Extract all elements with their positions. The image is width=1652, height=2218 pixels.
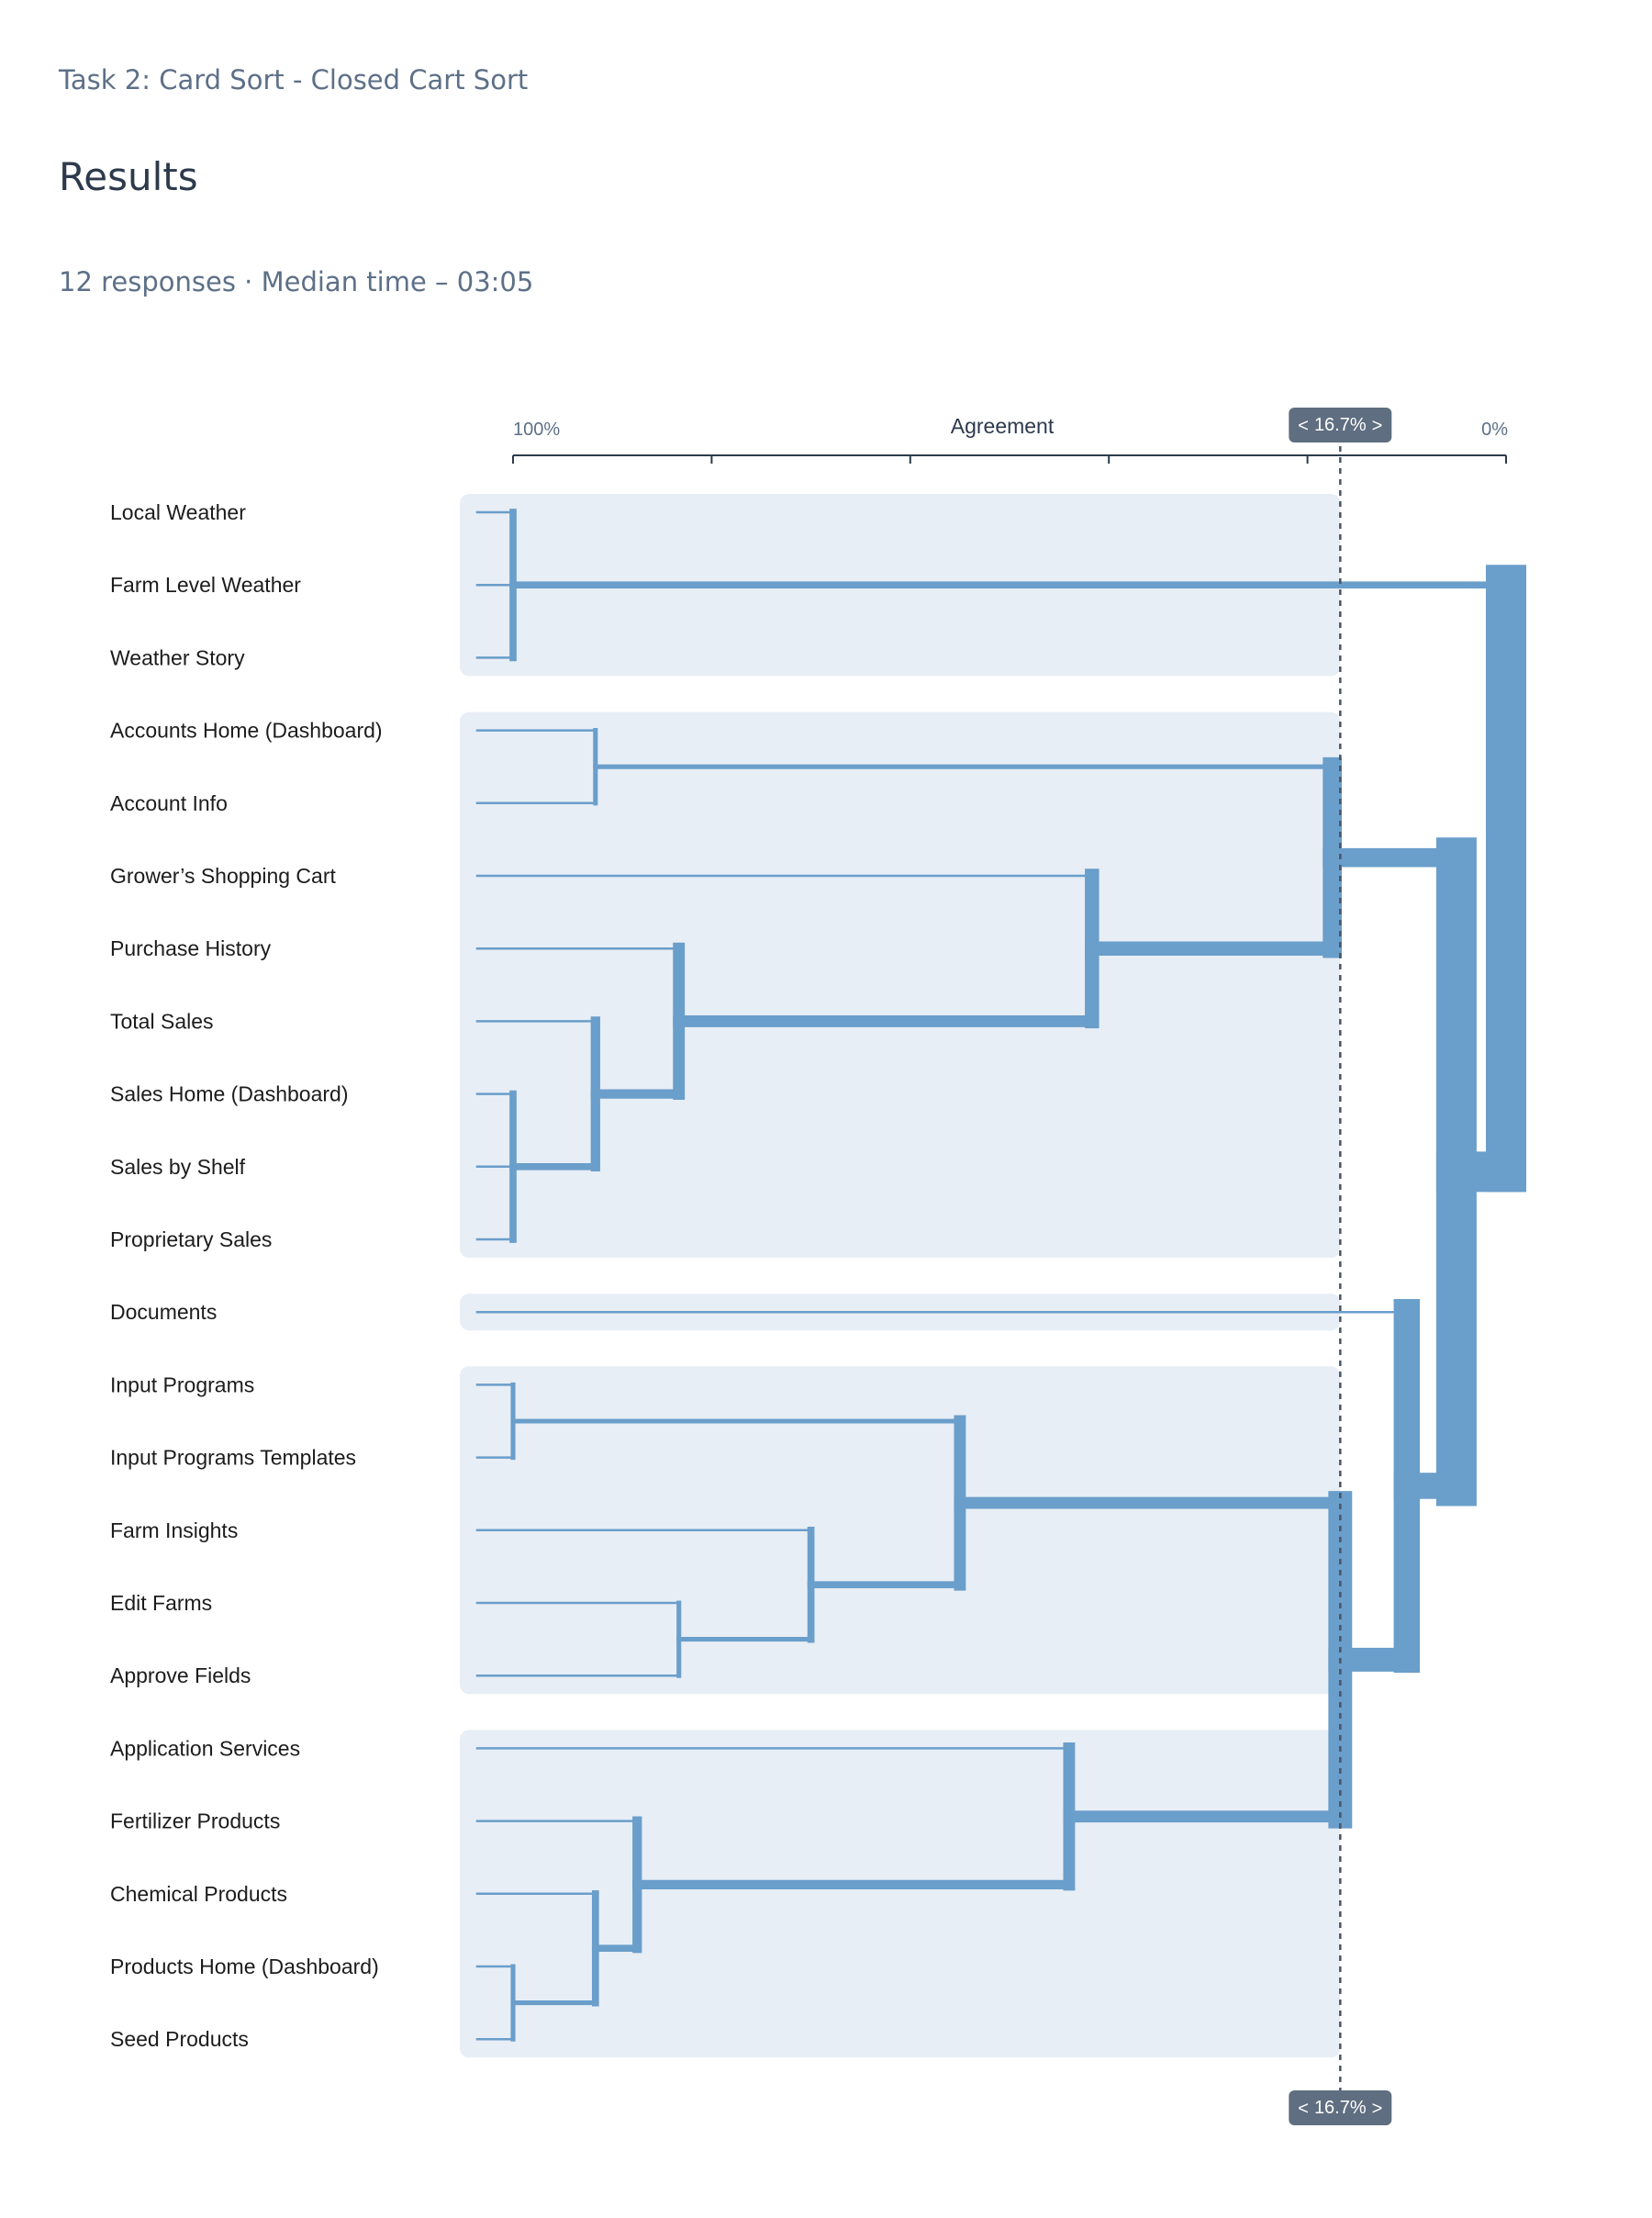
threshold-badge-bg — [1289, 2090, 1392, 2125]
card-label: Approve Fields — [110, 1664, 251, 1687]
threshold-next-button[interactable]: > — [1372, 2099, 1383, 2119]
threshold-prev-button[interactable]: < — [1298, 416, 1309, 436]
card-label: Account Info — [110, 791, 228, 815]
axis-label-100: 100% — [513, 420, 560, 440]
card-label: Proprietary Sales — [110, 1227, 272, 1251]
card-label: Sales Home (Dashboard) — [110, 1082, 349, 1106]
card-label: Chemical Products — [110, 1882, 287, 1906]
card-label: Documents — [110, 1300, 217, 1324]
card-label: Input Programs — [110, 1372, 254, 1396]
card-label: Farm Insights — [110, 1518, 238, 1542]
response-summary: 12 responses · Median time – 03:05 — [59, 266, 534, 297]
axis-title: Agreement — [951, 414, 1055, 438]
card-label: Fertilizer Products — [110, 1809, 280, 1833]
threshold-badge-top[interactable]: <16.7% > — [1289, 408, 1392, 442]
card-label: Edit Farms — [110, 1591, 212, 1615]
card-label: Products Home (Dashboard) — [110, 1955, 379, 1978]
card-label: Total Sales — [110, 1009, 214, 1033]
page-title: Results — [59, 154, 198, 199]
card-label: Input Programs Templates — [110, 1446, 356, 1470]
threshold-value: 16.7% — [1314, 415, 1367, 435]
cluster-band — [460, 711, 1341, 1258]
card-label: Farm Level Weather — [110, 573, 301, 597]
card-label: Grower’s Shopping Cart — [110, 864, 336, 888]
card-label: Purchase History — [110, 936, 272, 960]
card-label: Seed Products — [110, 2027, 249, 2051]
card-label: Accounts Home (Dashboard) — [110, 719, 383, 743]
threshold-badge-bg — [1289, 408, 1392, 442]
task-label: Task 2: Card Sort - Closed Cart Sort — [59, 64, 529, 95]
card-label: Sales by Shelf — [110, 1155, 246, 1179]
threshold-badge-bottom[interactable]: <16.7% > — [1289, 2090, 1392, 2125]
threshold-value: 16.7% — [1314, 2098, 1367, 2118]
threshold-next-button[interactable]: > — [1372, 416, 1383, 436]
threshold-prev-button[interactable]: < — [1298, 2099, 1309, 2119]
card-label: Local Weather — [110, 500, 246, 524]
axis-label-0: 0% — [1481, 420, 1508, 440]
card-label: Weather Story — [110, 645, 245, 669]
card-label: Application Services — [110, 1736, 300, 1760]
